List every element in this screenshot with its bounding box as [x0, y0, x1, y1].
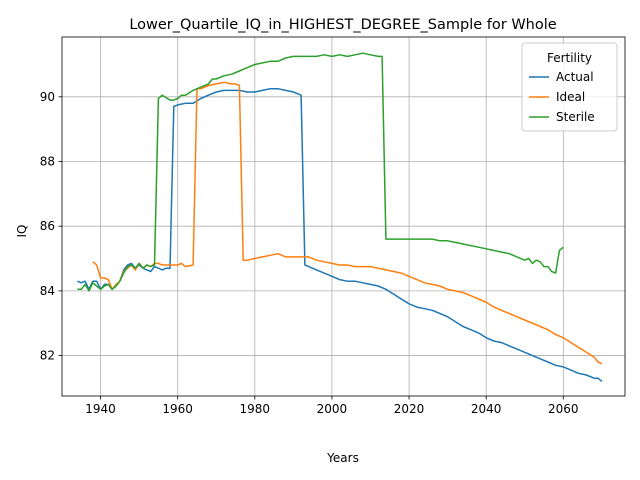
legend-label-sterile: Sterile — [556, 110, 595, 124]
y-axis-label: IQ — [15, 225, 29, 238]
x-tick-label: 1960 — [162, 402, 193, 416]
legend-box — [521, 42, 618, 132]
y-tick-label: 82 — [40, 349, 55, 363]
y-tick-label: 88 — [40, 155, 55, 169]
series-line-sterile — [77, 52, 564, 292]
x-tick-label: 2000 — [317, 402, 348, 416]
legend-entries: Actual Ideal Sterile — [529, 70, 595, 124]
x-tick-label: 2060 — [548, 402, 579, 416]
chart-title: Lower_Quartile_IQ_in_HIGHEST_DEGREE_Samp… — [129, 17, 556, 33]
x-axis-label: Years — [326, 451, 359, 465]
y-tick-label: 84 — [40, 284, 55, 298]
x-tick-label: 2040 — [471, 402, 502, 416]
grid — [62, 37, 625, 396]
x-tick-label: 1940 — [85, 402, 116, 416]
legend-title: Fertility — [547, 51, 592, 65]
axis-ticks: 1940 1960 1980 2000 2020 2040 2060 82 84 86 88 90 — [40, 90, 579, 416]
series-lines — [77, 52, 603, 382]
y-tick-label: 90 — [40, 90, 55, 104]
plot-frame — [61, 36, 626, 397]
x-tick-label: 2020 — [394, 402, 425, 416]
y-tick-label: 86 — [40, 219, 55, 233]
x-tick-label: 1980 — [240, 402, 271, 416]
series-line-actual — [77, 87, 603, 382]
legend: Fertility Actual Ideal Sterile — [521, 42, 618, 132]
legend-label-actual: Actual — [556, 70, 594, 84]
legend-label-ideal: Ideal — [556, 90, 585, 104]
